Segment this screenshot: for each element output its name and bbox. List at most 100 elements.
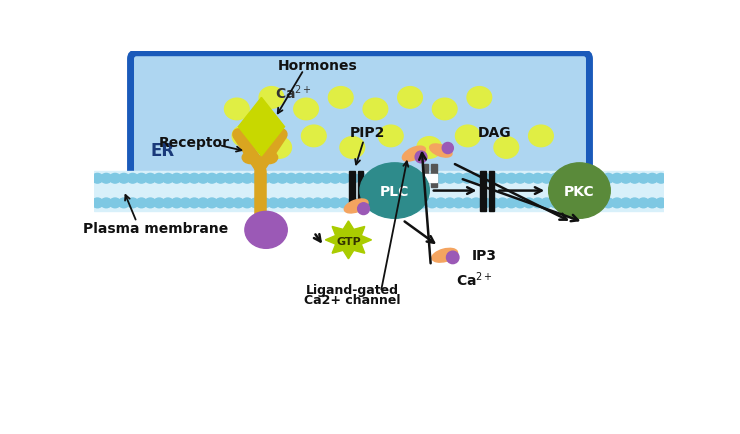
Ellipse shape [101,199,112,208]
Ellipse shape [523,199,534,208]
Ellipse shape [446,252,459,264]
Ellipse shape [259,174,270,184]
Text: DAG: DAG [478,126,511,140]
Ellipse shape [268,199,279,208]
Ellipse shape [400,199,411,208]
Ellipse shape [532,199,543,208]
Ellipse shape [118,199,130,208]
Ellipse shape [418,199,428,208]
Ellipse shape [344,200,368,214]
Ellipse shape [647,199,658,208]
Ellipse shape [338,174,349,184]
Text: IP3: IP3 [471,249,497,263]
Ellipse shape [118,174,130,184]
Ellipse shape [215,174,226,184]
Ellipse shape [506,174,517,184]
Text: Ca2+ channel: Ca2+ channel [304,294,400,307]
Ellipse shape [153,199,164,208]
Ellipse shape [594,199,605,208]
Ellipse shape [656,174,667,184]
Ellipse shape [417,137,442,159]
Ellipse shape [620,174,631,184]
Text: PIP2: PIP2 [350,126,386,140]
Ellipse shape [548,164,610,219]
Bar [357,171,363,211]
Ellipse shape [638,199,649,208]
Ellipse shape [340,137,365,159]
Ellipse shape [585,174,596,184]
Ellipse shape [171,174,182,184]
Ellipse shape [430,145,452,158]
Ellipse shape [620,199,631,208]
Ellipse shape [443,143,454,154]
Ellipse shape [418,174,428,184]
Ellipse shape [391,199,403,208]
Bar [431,165,437,188]
Ellipse shape [494,137,519,159]
Ellipse shape [656,199,667,208]
FancyBboxPatch shape [130,54,590,178]
Ellipse shape [523,174,534,184]
Ellipse shape [189,174,200,184]
Ellipse shape [92,174,103,184]
Ellipse shape [514,174,525,184]
Ellipse shape [435,199,446,208]
Ellipse shape [171,199,182,208]
Ellipse shape [294,99,318,121]
Ellipse shape [435,174,446,184]
Ellipse shape [432,99,457,121]
Text: ER: ER [150,141,175,160]
Bar [95,171,665,211]
Ellipse shape [363,99,388,121]
Ellipse shape [629,174,640,184]
Ellipse shape [550,174,561,184]
Ellipse shape [232,126,257,147]
Ellipse shape [312,174,323,184]
Ellipse shape [409,174,420,184]
Ellipse shape [136,199,147,208]
Ellipse shape [215,199,226,208]
Ellipse shape [127,174,138,184]
Ellipse shape [357,203,369,215]
Ellipse shape [360,164,429,219]
Ellipse shape [550,199,561,208]
Ellipse shape [295,174,306,184]
Ellipse shape [456,126,480,147]
Ellipse shape [250,199,261,208]
Ellipse shape [330,199,340,208]
Ellipse shape [312,199,323,208]
Ellipse shape [234,131,243,140]
Ellipse shape [241,199,252,208]
Ellipse shape [136,174,147,184]
Ellipse shape [374,174,385,184]
Ellipse shape [480,199,491,208]
Ellipse shape [409,199,420,208]
Ellipse shape [329,87,353,109]
Ellipse shape [541,199,552,208]
Ellipse shape [594,174,605,184]
Ellipse shape [432,249,457,263]
Ellipse shape [638,174,649,184]
Ellipse shape [383,199,394,208]
Ellipse shape [453,174,464,184]
Ellipse shape [541,174,552,184]
Ellipse shape [532,174,543,184]
Ellipse shape [528,126,554,147]
Ellipse shape [497,174,508,184]
Ellipse shape [378,126,403,147]
Ellipse shape [268,174,279,184]
Ellipse shape [224,199,235,208]
Bar [480,171,485,211]
Ellipse shape [576,199,588,208]
Bar [422,175,437,183]
Ellipse shape [391,174,403,184]
Ellipse shape [568,199,579,208]
Ellipse shape [426,174,437,184]
Ellipse shape [303,199,314,208]
Ellipse shape [444,199,455,208]
Ellipse shape [277,174,288,184]
Ellipse shape [365,199,376,208]
Ellipse shape [462,199,473,208]
Ellipse shape [365,174,376,184]
Ellipse shape [568,174,579,184]
